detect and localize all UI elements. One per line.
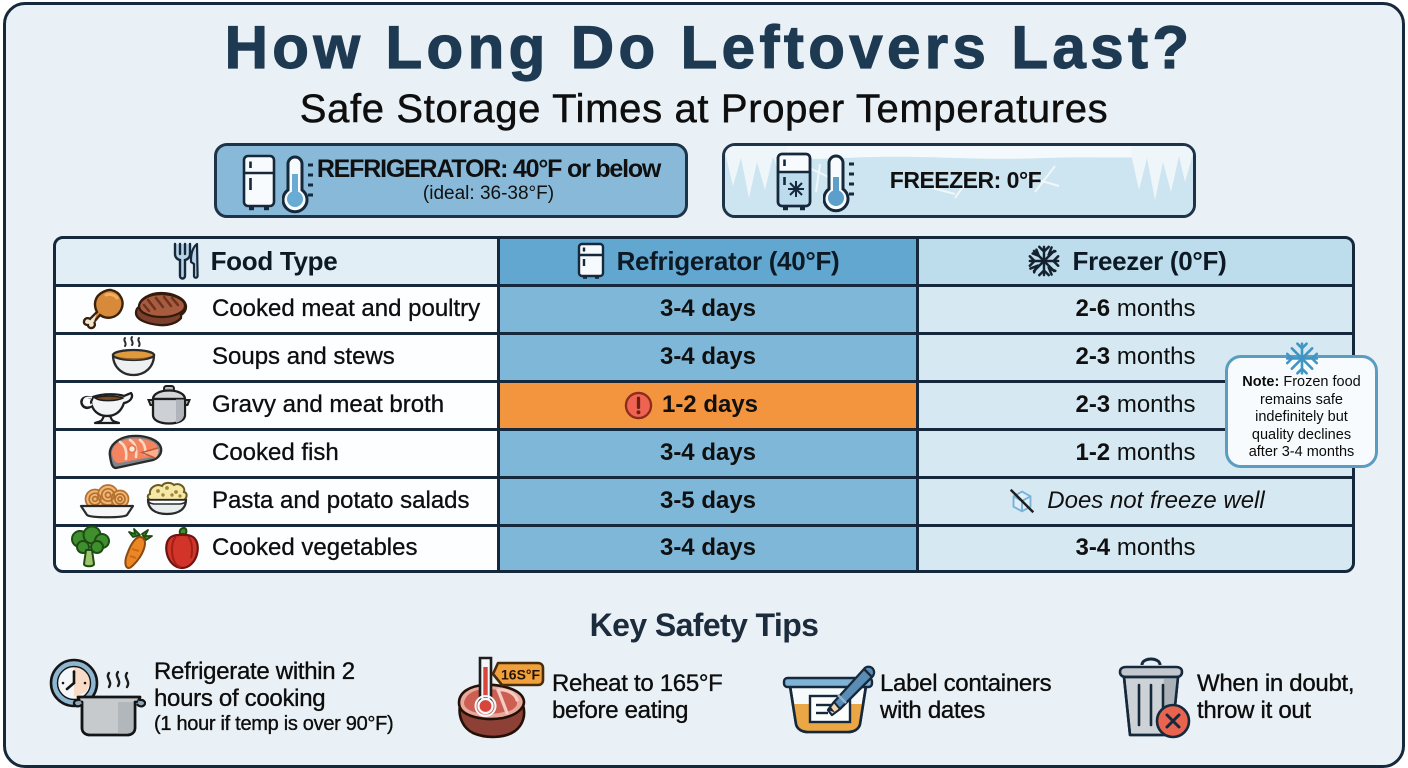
svg-text:16S°F: 16S°F	[501, 667, 541, 683]
